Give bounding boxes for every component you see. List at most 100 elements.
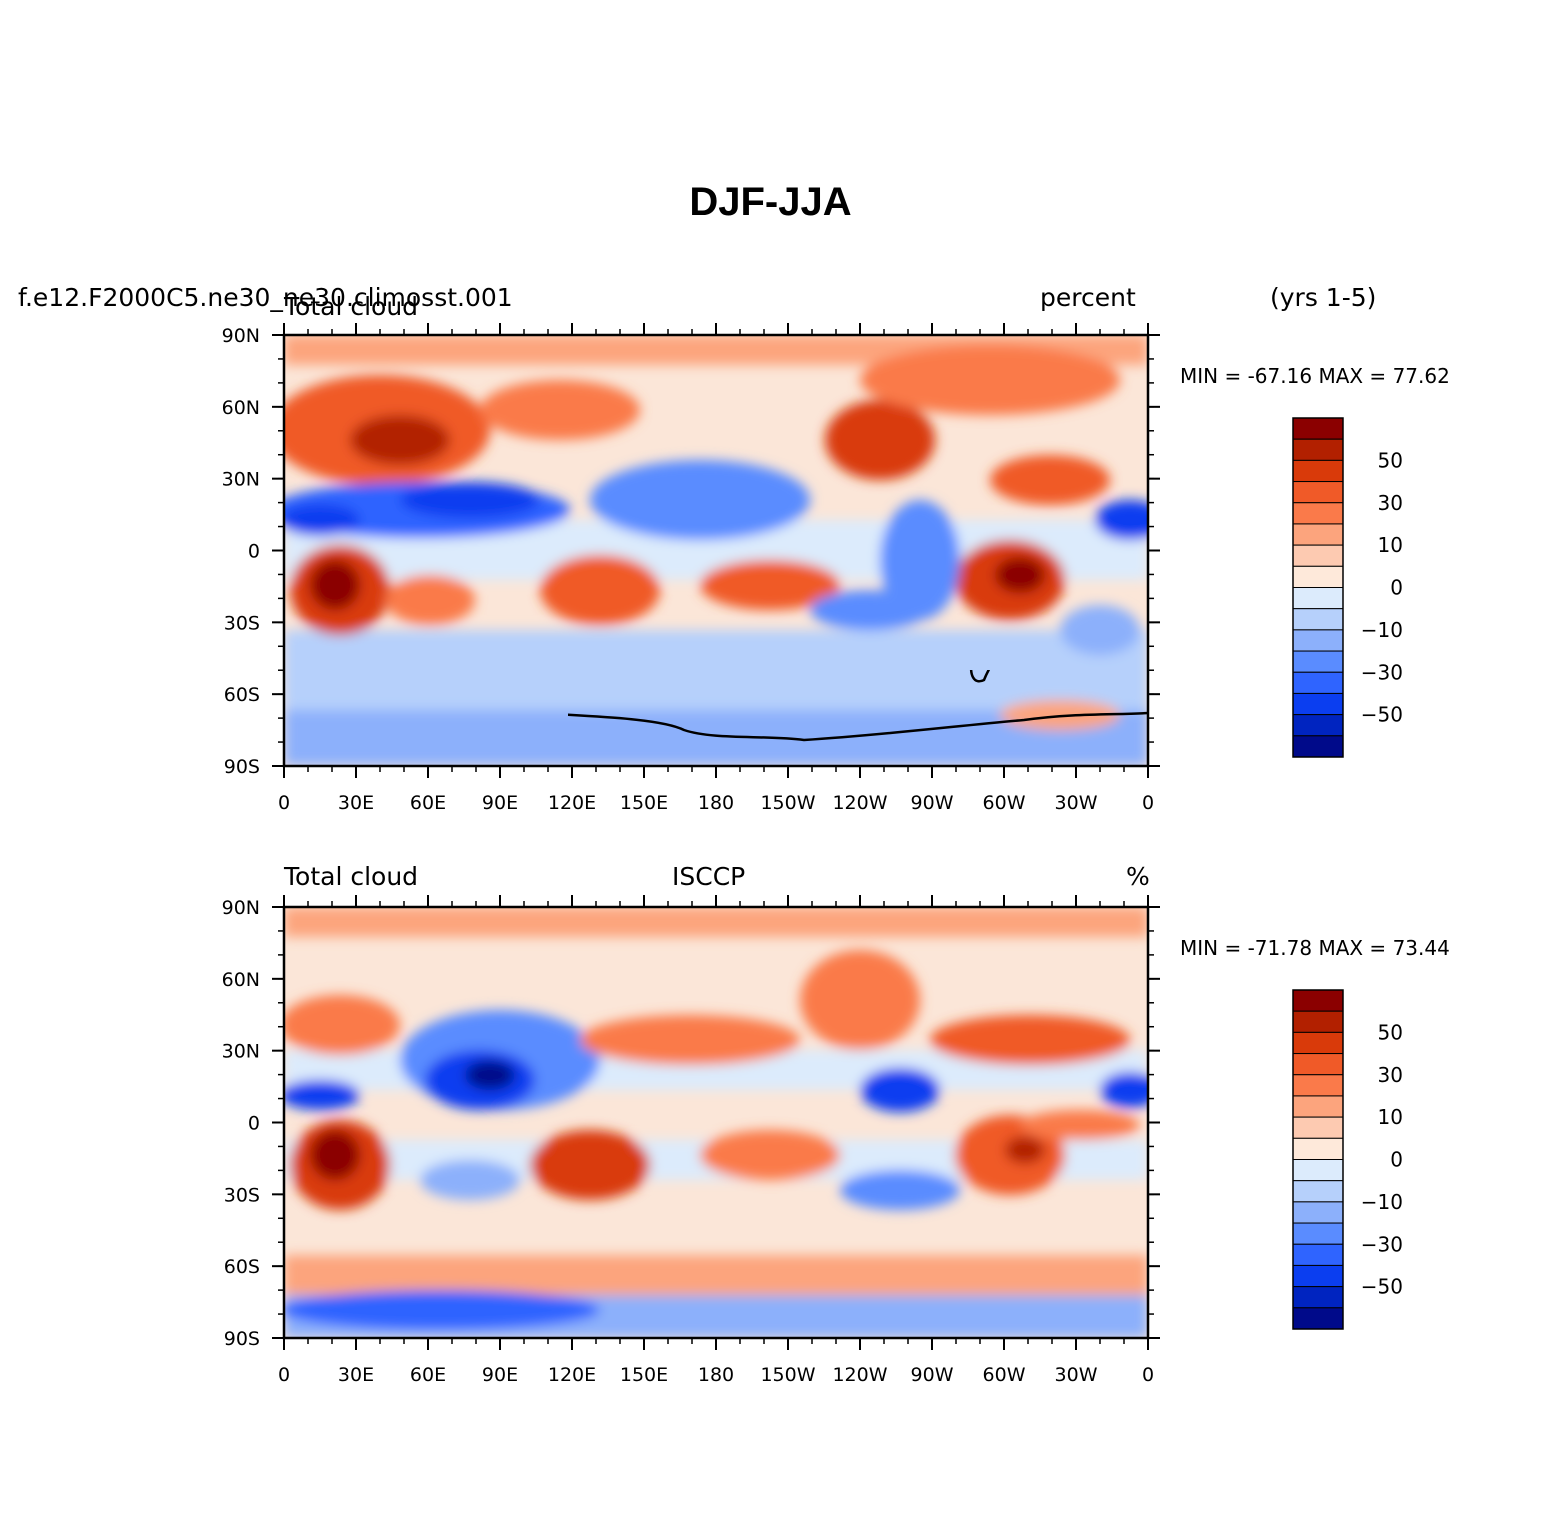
panel2-lon-label: 90W: [911, 1364, 954, 1386]
main-title: DJF-JJA: [689, 180, 852, 224]
panel1-case-title: f.e12.F2000C5.ne30_ne30.climosst.001: [18, 283, 513, 312]
panel1-lon-label: 0: [278, 792, 290, 814]
panel1-colorbar-box: [1292, 629, 1344, 652]
panel2-colorbar-box: [1292, 1201, 1344, 1224]
panel1-lon-label: 0: [1142, 792, 1154, 814]
panel1-lon-label: 60E: [410, 792, 446, 814]
panel2-colorbar-box: [1292, 1264, 1344, 1288]
panel2-colorbar-box: [1292, 1159, 1344, 1182]
panel2-min-max: MIN = -71.78 MAX = 73.44: [1180, 936, 1450, 960]
panel1-lon-label: 150E: [620, 792, 668, 814]
panel1-lon-label: 30E: [338, 792, 374, 814]
panel1-colorbar-box: [1292, 523, 1344, 546]
panel1-colorbar-label: 10: [1378, 533, 1403, 557]
panel1-colorbar-label: −30: [1361, 660, 1403, 684]
panel1-years: (yrs 1-5): [1270, 283, 1377, 312]
panel1-lon-label: 180: [698, 792, 734, 814]
panel1-axes: 90N 60N 30N 0 30S 60S 90S 0 30E 60E 90E 120E 150E 180…: [222, 323, 1160, 814]
panel1-lat-label: 60N: [222, 397, 260, 419]
panel1-colorbar-box: [1292, 502, 1344, 525]
panel1-lon-label: 90E: [482, 792, 518, 814]
panel2-lat-label: 90S: [224, 1328, 260, 1350]
panel1-lat-label: 90S: [224, 756, 260, 778]
panel1-colorbar-label: 30: [1378, 491, 1403, 515]
panel2-colorbar-box: [1292, 1286, 1344, 1309]
panel2-colorbar-box: [1292, 1010, 1344, 1033]
panel1-colorbar-box: [1292, 417, 1344, 440]
panel2-colorbar-box: [1292, 989, 1344, 1012]
panel1-colorbar-box: [1292, 692, 1344, 716]
panel1-colorbar: 50 30 10 0 −10 −30 −50: [1292, 417, 1403, 758]
panel2-lon-label: 150E: [620, 1364, 668, 1386]
panel2-axes: 90N 60N 30N 0 30S 60S 90S 0 30E 60E 90E 120E 150E 180…: [222, 895, 1160, 1386]
panel1-lon-label: 120E: [548, 792, 596, 814]
panel2-lon-label: 0: [1142, 1364, 1154, 1386]
panel1-lat-label: 30S: [224, 612, 260, 634]
panel2-lat-label: 90N: [222, 897, 260, 919]
panel2-max-value: 73.44: [1392, 936, 1450, 960]
panel2-colorbar-box: [1292, 1095, 1344, 1118]
panel1-lat-label: 60S: [224, 684, 260, 706]
panel2-lat-label: 30N: [222, 1041, 260, 1063]
panel1-field: [284, 335, 1148, 766]
panel1-colorbar-box: [1292, 650, 1344, 673]
panel2-colorbar-label: 50: [1378, 1020, 1403, 1044]
panel2-units: %: [1126, 862, 1150, 891]
panel1-colorbar-box: [1292, 438, 1344, 461]
panel1-units: percent: [1040, 283, 1136, 312]
panel2-colorbar-frame: [1292, 989, 1344, 1330]
panel2-lon-label: 60E: [410, 1364, 446, 1386]
panel1-colorbar-box: [1292, 735, 1344, 758]
panel1-colorbar-box: [1292, 565, 1344, 588]
panel1-lon-label: 90W: [911, 792, 954, 814]
panel2-colorbar: 50 30 10 0 −10 −30 −50: [1292, 989, 1403, 1330]
panel2-lat-label: 60N: [222, 969, 260, 991]
panel2-colorbar-box: [1292, 1074, 1344, 1097]
panel2-lon-label: 0: [278, 1364, 290, 1386]
panel1-lon-label: 30W: [1055, 792, 1098, 814]
panel1-lat-label: 0: [248, 541, 260, 563]
panel2-colorbar-box: [1292, 1180, 1344, 1203]
panel2-map: 90N 60N 30N 0 30S 60S 90S 0 30E 60E 90E 120E 150E 180…: [222, 895, 1160, 1386]
panel2-lon-label: 120W: [832, 1364, 887, 1386]
panel2-lon-label: 60W: [983, 1364, 1026, 1386]
panel2-field: [284, 907, 1148, 1338]
panel1-colorbar-box: [1292, 608, 1344, 631]
panel2-colorbar-label: 0: [1390, 1148, 1403, 1172]
panel2-lon-label: 90E: [482, 1364, 518, 1386]
panel2-colorbar-box: [1292, 1031, 1344, 1055]
panel1-min-max: MIN = -67.16 MAX = 77.62: [1180, 364, 1450, 388]
panel2-min-label: MIN =: [1180, 936, 1242, 960]
panel2-colorbar-label: −50: [1361, 1275, 1403, 1299]
panel2-variable-title: Total cloud: [284, 862, 419, 891]
panel2-colorbar-box: [1292, 1053, 1344, 1076]
panel2-colorbar-box: [1292, 1137, 1344, 1160]
panel2-lon-label: 30W: [1055, 1364, 1098, 1386]
panel1-map: 90N 60N 30N 0 30S 60S 90S 0 30E 60E 90E 120E 150E 180…: [222, 323, 1160, 814]
panel2-lat-label: 0: [248, 1113, 260, 1135]
panel1-lon-label: 60W: [983, 792, 1026, 814]
panel1-colorbar-box: [1292, 544, 1344, 567]
panel1-min-label: MIN =: [1180, 364, 1242, 388]
panel2-colorbar-label: −10: [1361, 1190, 1403, 1214]
panel1-max-value: 77.62: [1392, 364, 1450, 388]
panel1-colorbar-label: −50: [1361, 703, 1403, 727]
panel1-lon-label: 150W: [760, 792, 815, 814]
panel2-lon-label: 120E: [548, 1364, 596, 1386]
panel2-colorbar-box: [1292, 1307, 1344, 1330]
panel1-colorbar-label: −10: [1361, 618, 1403, 642]
panel2-source-title: ISCCP: [672, 862, 746, 891]
panel1-lat-label: 30N: [222, 469, 260, 491]
panel2-colorbar-label: −30: [1361, 1232, 1403, 1256]
panel1-variable-title: Total cloud: [284, 292, 419, 321]
panel1-colorbar-box: [1292, 671, 1344, 694]
panel1-colorbar-box: [1292, 459, 1344, 483]
panel1-lat-label: 90N: [222, 325, 260, 347]
panel2-lon-label: 30E: [338, 1364, 374, 1386]
panel2-lon-label: 150W: [760, 1364, 815, 1386]
panel1-min-value: -67.16: [1247, 364, 1313, 388]
panel2-lat-label: 60S: [224, 1256, 260, 1278]
panel2-max-label: MAX =: [1318, 936, 1387, 960]
panel2-lat-label: 30S: [224, 1184, 260, 1206]
